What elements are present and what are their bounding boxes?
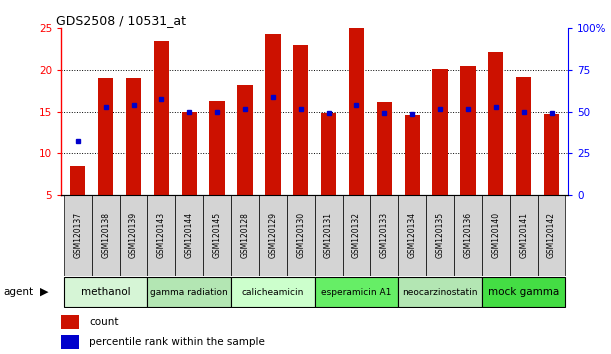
Bar [259, 195, 287, 276]
Bar [98, 78, 114, 195]
Bar [231, 277, 315, 307]
Bar [61, 315, 79, 329]
Text: esperamicin A1: esperamicin A1 [321, 287, 392, 297]
Text: GSM120141: GSM120141 [519, 212, 528, 258]
Text: GDS2508 / 10531_at: GDS2508 / 10531_at [56, 14, 186, 27]
Bar [482, 195, 510, 276]
Bar [154, 41, 169, 195]
Bar [398, 277, 482, 307]
Bar [70, 166, 86, 195]
Text: methanol: methanol [81, 287, 131, 297]
Bar [147, 195, 175, 276]
Text: agent: agent [3, 287, 33, 297]
Bar [482, 277, 565, 307]
Bar [287, 195, 315, 276]
Text: calicheamicin: calicheamicin [242, 287, 304, 297]
Bar [64, 195, 92, 276]
Bar [343, 195, 370, 276]
Text: GSM120130: GSM120130 [296, 212, 306, 258]
Bar [370, 195, 398, 276]
Text: GSM120138: GSM120138 [101, 212, 110, 258]
Text: GSM120144: GSM120144 [185, 212, 194, 258]
Text: neocarzinostatin: neocarzinostatin [402, 287, 478, 297]
Bar [544, 114, 559, 195]
Bar [398, 195, 426, 276]
Bar [315, 195, 343, 276]
Bar [321, 113, 336, 195]
Text: mock gamma: mock gamma [488, 287, 559, 297]
Bar [265, 34, 280, 195]
Text: GSM120133: GSM120133 [380, 212, 389, 258]
Text: GSM120137: GSM120137 [73, 212, 82, 258]
Bar [61, 335, 79, 348]
Bar [231, 195, 259, 276]
Text: GSM120145: GSM120145 [213, 212, 222, 258]
Text: GSM120129: GSM120129 [268, 212, 277, 258]
Text: gamma radiation: gamma radiation [150, 287, 228, 297]
Bar [349, 28, 364, 195]
Bar [426, 195, 454, 276]
Text: GSM120142: GSM120142 [547, 212, 556, 258]
Text: GSM120128: GSM120128 [241, 212, 249, 258]
Bar [293, 45, 309, 195]
Text: ▶: ▶ [40, 287, 48, 297]
Text: GSM120132: GSM120132 [352, 212, 361, 258]
Bar [92, 195, 120, 276]
Text: count: count [89, 318, 119, 327]
Bar [460, 66, 475, 195]
Bar [510, 195, 538, 276]
Bar [237, 85, 253, 195]
Text: GSM120135: GSM120135 [436, 212, 445, 258]
Text: percentile rank within the sample: percentile rank within the sample [89, 337, 265, 347]
Text: GSM120134: GSM120134 [408, 212, 417, 258]
Bar [175, 195, 203, 276]
Text: GSM120143: GSM120143 [157, 212, 166, 258]
Bar [203, 195, 231, 276]
Bar [181, 112, 197, 195]
Bar [210, 101, 225, 195]
Bar [147, 277, 231, 307]
Bar [315, 277, 398, 307]
Text: GSM120140: GSM120140 [491, 212, 500, 258]
Bar [538, 195, 565, 276]
Bar [376, 102, 392, 195]
Text: GSM120136: GSM120136 [463, 212, 472, 258]
Bar [454, 195, 482, 276]
Text: GSM120131: GSM120131 [324, 212, 333, 258]
Text: GSM120139: GSM120139 [129, 212, 138, 258]
Bar [488, 52, 503, 195]
Bar [126, 78, 141, 195]
Bar [120, 195, 147, 276]
Bar [404, 115, 420, 195]
Bar [433, 69, 448, 195]
Bar [516, 76, 532, 195]
Bar [64, 277, 147, 307]
